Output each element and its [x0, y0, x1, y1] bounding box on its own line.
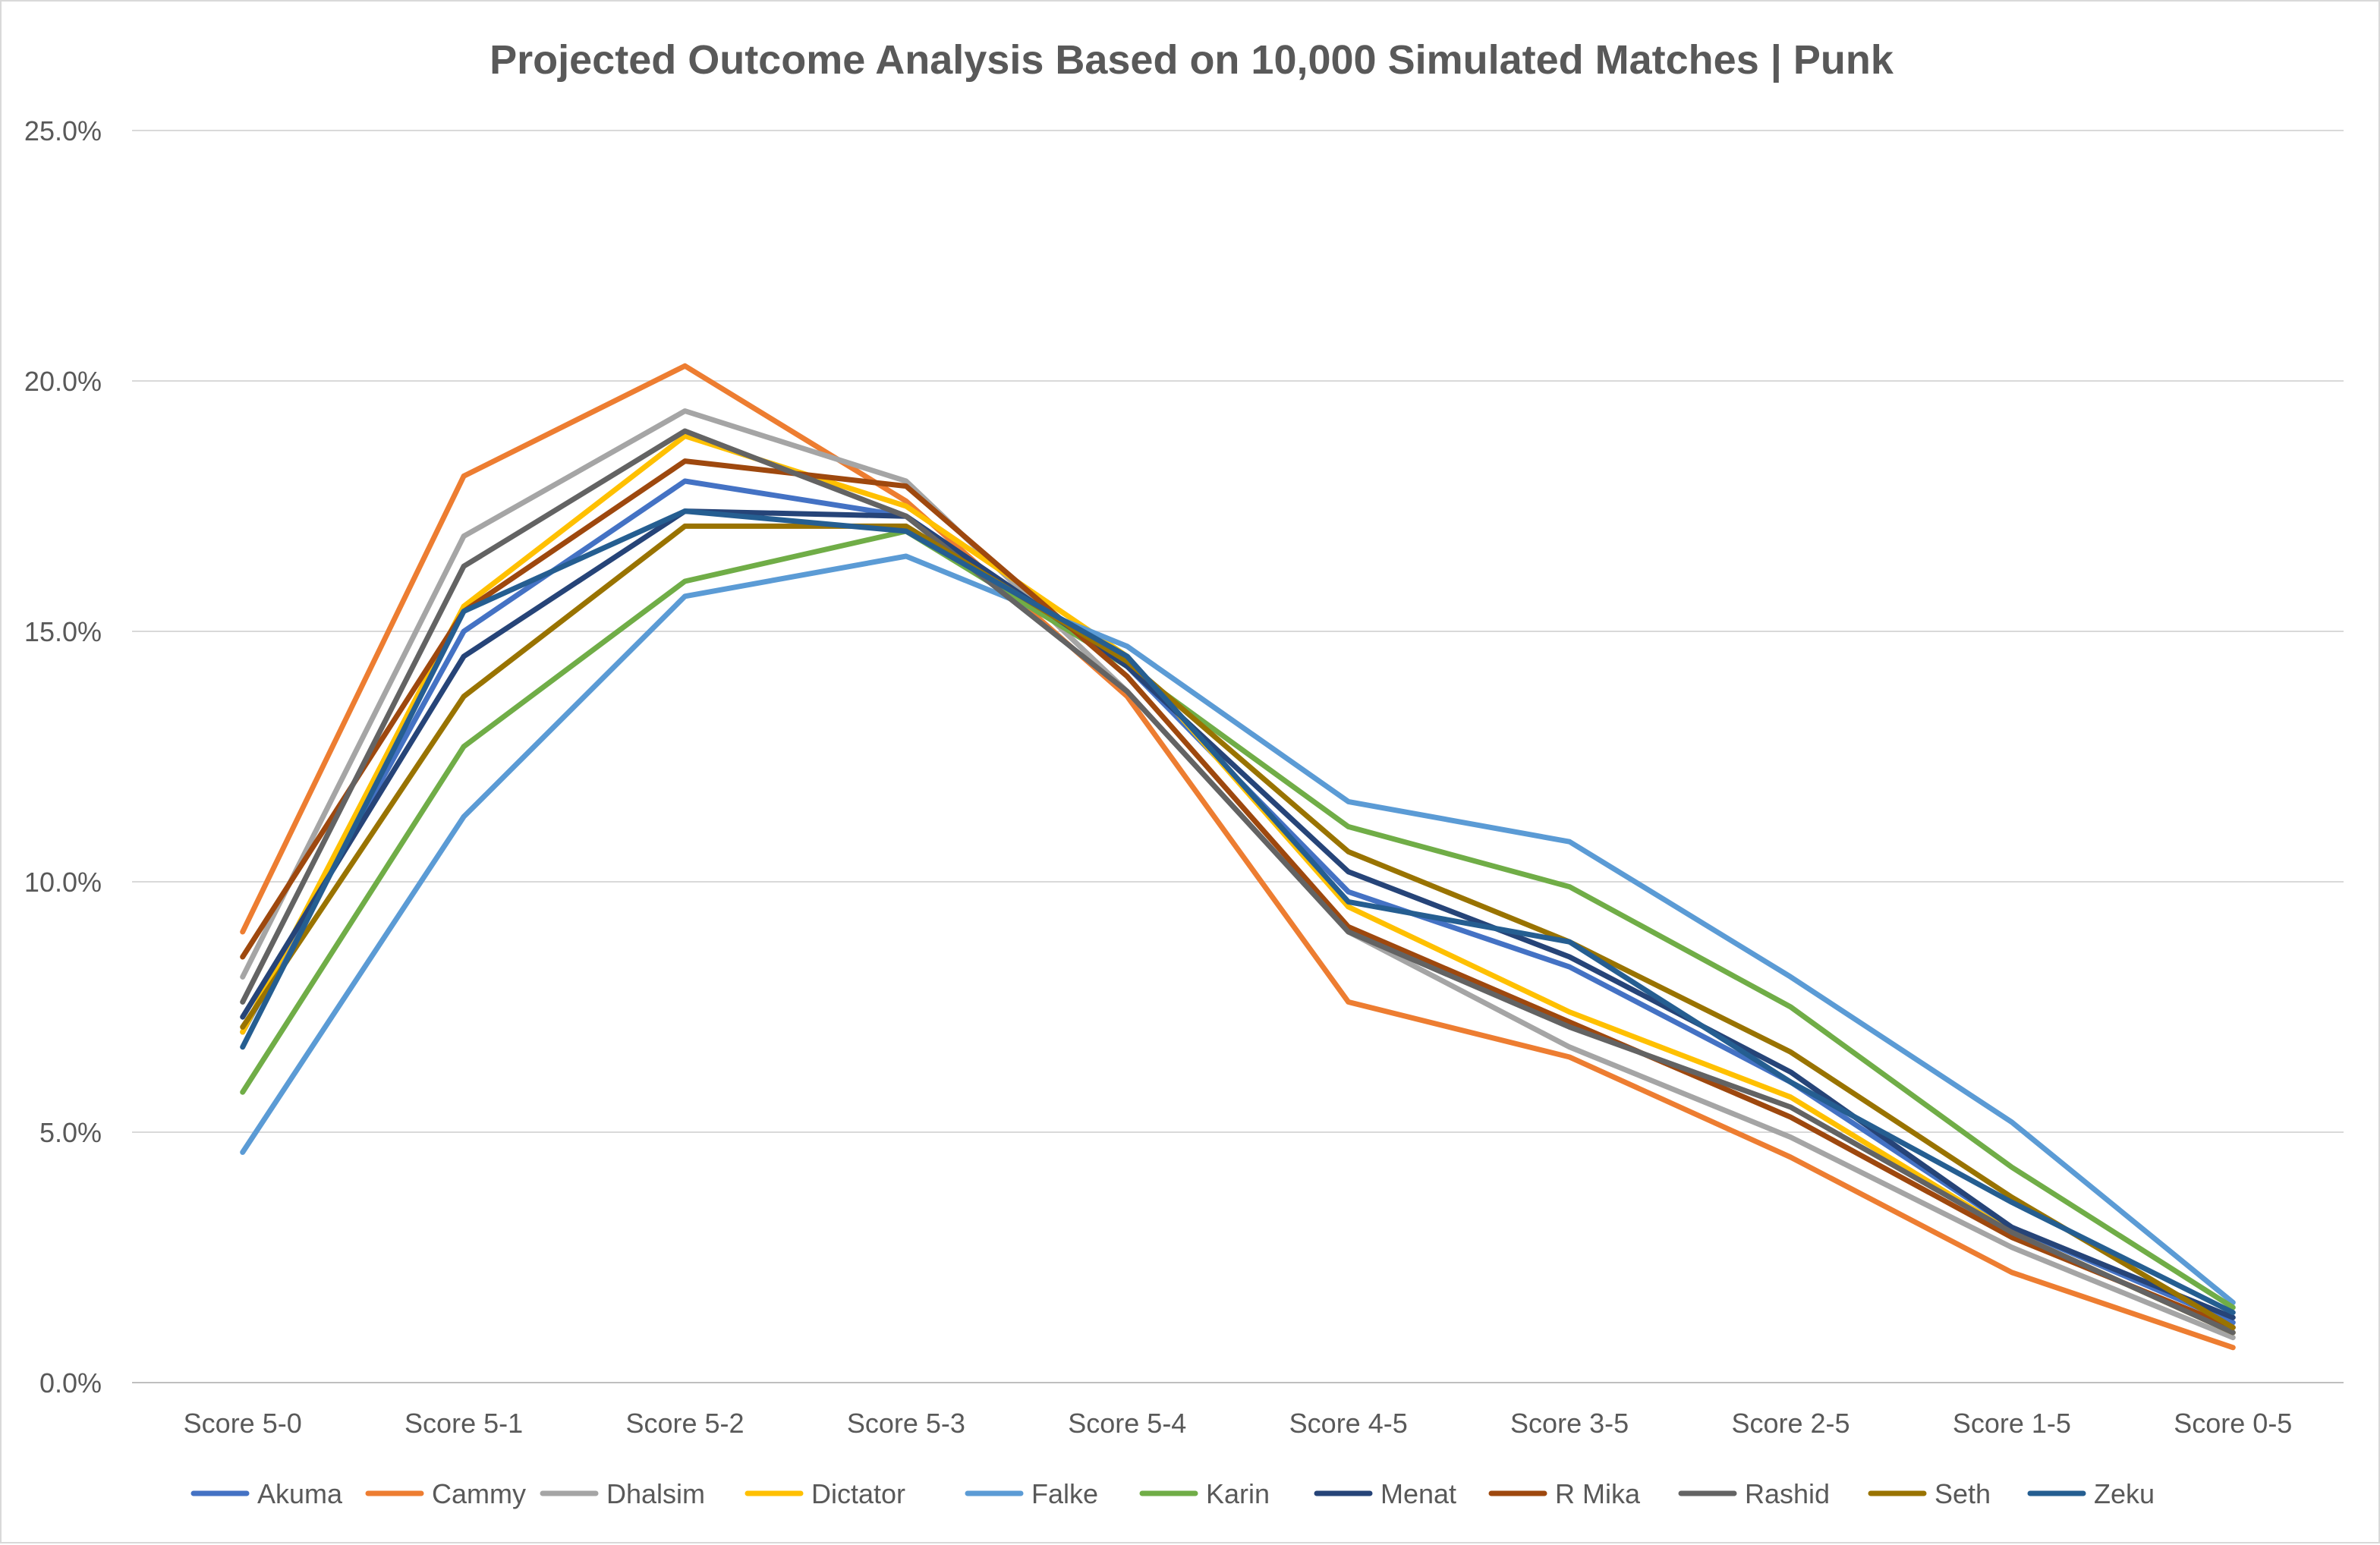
legend-label: Zeku — [2094, 1478, 2155, 1509]
x-tick-label: Score 5-1 — [405, 1408, 523, 1439]
legend-label: Cammy — [432, 1478, 526, 1509]
legend-item: R Mika — [1488, 1478, 1641, 1509]
legend-item: Dhalsim — [540, 1478, 705, 1509]
legend-item: Karin — [1139, 1478, 1270, 1509]
y-tick-label: 5.0% — [39, 1117, 102, 1148]
series-line-zeku — [240, 508, 2236, 1316]
legend-label: Karin — [1206, 1478, 1270, 1509]
legend-item: Menat — [1314, 1478, 1456, 1509]
chart-title: Projected Outcome Analysis Based on 10,0… — [490, 37, 1894, 83]
series-line-seth — [240, 523, 2236, 1330]
legend-item: Rashid — [1678, 1478, 1830, 1509]
x-tick-label: Score 0-5 — [2174, 1408, 2292, 1439]
x-tick-label: Score 3-5 — [1510, 1408, 1629, 1439]
legend-label: Dictator — [811, 1478, 905, 1509]
legend-label: Menat — [1380, 1478, 1456, 1509]
y-tick-label: 20.0% — [24, 366, 102, 397]
y-axis-ticks: 0.0% 5.0% 10.0% 15.0% 20.0% 25.0% — [24, 115, 102, 1399]
x-tick-label: Score 4-5 — [1289, 1408, 1408, 1439]
x-tick-label: Score 1-5 — [1953, 1408, 2071, 1439]
legend-label: Akuma — [257, 1478, 343, 1509]
series-line-r-mika — [240, 458, 2236, 1330]
x-tick-label: Score 2-5 — [1731, 1408, 1850, 1439]
legend-item: Dictator — [745, 1478, 905, 1509]
legend-item: Akuma — [190, 1478, 343, 1509]
y-tick-label: 25.0% — [24, 115, 102, 146]
legend: Akuma Cammy Dhalsim Dictator Falke Karin Menat… — [190, 1478, 2155, 1509]
legend-item: Seth — [1868, 1478, 1991, 1509]
series-line-karin — [240, 528, 2236, 1311]
x-tick-label: Score 5-3 — [847, 1408, 965, 1439]
legend-item: Zeku — [2027, 1478, 2155, 1509]
series-lines — [240, 363, 2236, 1351]
y-tick-label: 15.0% — [24, 616, 102, 647]
series-line-rashid — [240, 428, 2236, 1336]
series-line-cammy — [240, 363, 2236, 1351]
legend-label: Falke — [1031, 1478, 1098, 1509]
series-line-falke — [240, 553, 2236, 1305]
legend-item: Falke — [965, 1478, 1098, 1509]
legend-label: R Mika — [1555, 1478, 1641, 1509]
x-tick-label: Score 5-4 — [1068, 1408, 1186, 1439]
x-tick-label: Score 5-2 — [625, 1408, 744, 1439]
y-tick-label: 10.0% — [24, 867, 102, 898]
series-line-menat — [240, 508, 2236, 1320]
legend-item: Cammy — [365, 1478, 526, 1509]
legend-label: Seth — [1935, 1478, 1991, 1509]
x-axis-ticks: Score 5-0 Score 5-1 Score 5-2 Score 5-3 Scor… — [184, 1408, 2293, 1439]
legend-label: Dhalsim — [606, 1478, 705, 1509]
y-tick-label: 0.0% — [39, 1367, 102, 1399]
legend-label: Rashid — [1745, 1478, 1830, 1509]
x-tick-label: Score 5-0 — [184, 1408, 302, 1439]
